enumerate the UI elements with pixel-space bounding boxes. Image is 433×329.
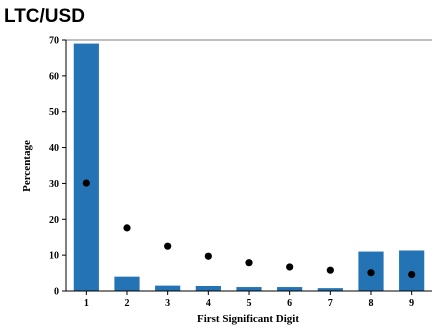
- y-tick-label-70: 70: [49, 36, 59, 47]
- benford-point-series: [82, 179, 416, 279]
- bar-4: [195, 285, 221, 291]
- point-8: [367, 269, 375, 277]
- y-tick-label-50: 50: [49, 107, 59, 118]
- bar-7: [317, 288, 343, 291]
- bar-9: [399, 250, 425, 291]
- bar-2: [114, 276, 140, 291]
- point-2: [123, 224, 131, 232]
- point-6: [286, 263, 294, 271]
- x-tick-label-1: 1: [84, 298, 89, 309]
- y-tick-label-40: 40: [49, 143, 59, 154]
- chart-title: LTC/USD: [4, 6, 85, 27]
- x-tick-label-3: 3: [165, 298, 170, 309]
- y-tick-label-30: 30: [49, 179, 59, 190]
- bar-3: [155, 285, 181, 291]
- x-tick-label-6: 6: [287, 298, 292, 309]
- x-tick-label-5: 5: [247, 298, 252, 309]
- point-1: [82, 179, 90, 187]
- y-tick-label-20: 20: [49, 215, 59, 226]
- y-tick-label-60: 60: [49, 71, 59, 82]
- point-7: [326, 266, 334, 274]
- x-tick-label-2: 2: [125, 298, 130, 309]
- y-tick-label-10: 10: [49, 251, 59, 262]
- x-tick-label-8: 8: [369, 298, 374, 309]
- point-3: [164, 242, 172, 250]
- bar-series: [73, 43, 425, 292]
- x-axis-label: First Significant Digit: [197, 313, 299, 325]
- y-axis-label: Percentage: [21, 140, 33, 192]
- bar-5: [236, 287, 262, 291]
- y-tick-label-0: 0: [54, 287, 59, 298]
- point-9: [408, 270, 416, 279]
- point-5: [245, 259, 253, 267]
- bar-6: [277, 287, 303, 291]
- x-tick-label-9: 9: [409, 298, 414, 309]
- y-axis-ticks: 0 10 20 30 40 50 60 70: [49, 36, 66, 298]
- x-axis-ticks: 1 2 3 4 5 6 7 8 9: [84, 291, 414, 309]
- x-tick-label-4: 4: [206, 298, 211, 309]
- bar-1: [73, 43, 99, 292]
- point-4: [204, 252, 212, 260]
- x-tick-label-7: 7: [328, 298, 333, 309]
